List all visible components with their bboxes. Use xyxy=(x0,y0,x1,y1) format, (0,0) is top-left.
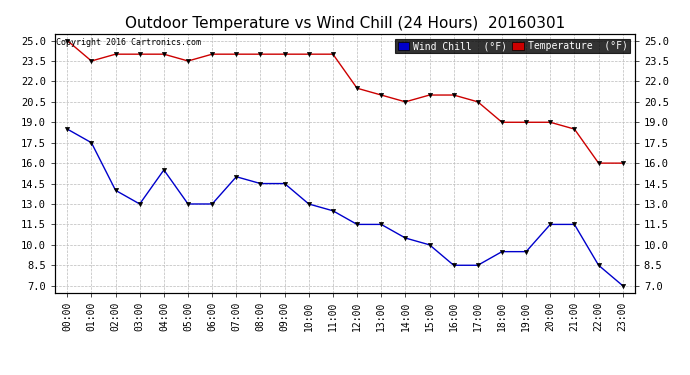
Legend: Wind Chill  (°F), Temperature  (°F): Wind Chill (°F), Temperature (°F) xyxy=(395,39,630,54)
Title: Outdoor Temperature vs Wind Chill (24 Hours)  20160301: Outdoor Temperature vs Wind Chill (24 Ho… xyxy=(125,16,565,31)
Text: Copyright 2016 Cartronics.com: Copyright 2016 Cartronics.com xyxy=(57,38,201,46)
